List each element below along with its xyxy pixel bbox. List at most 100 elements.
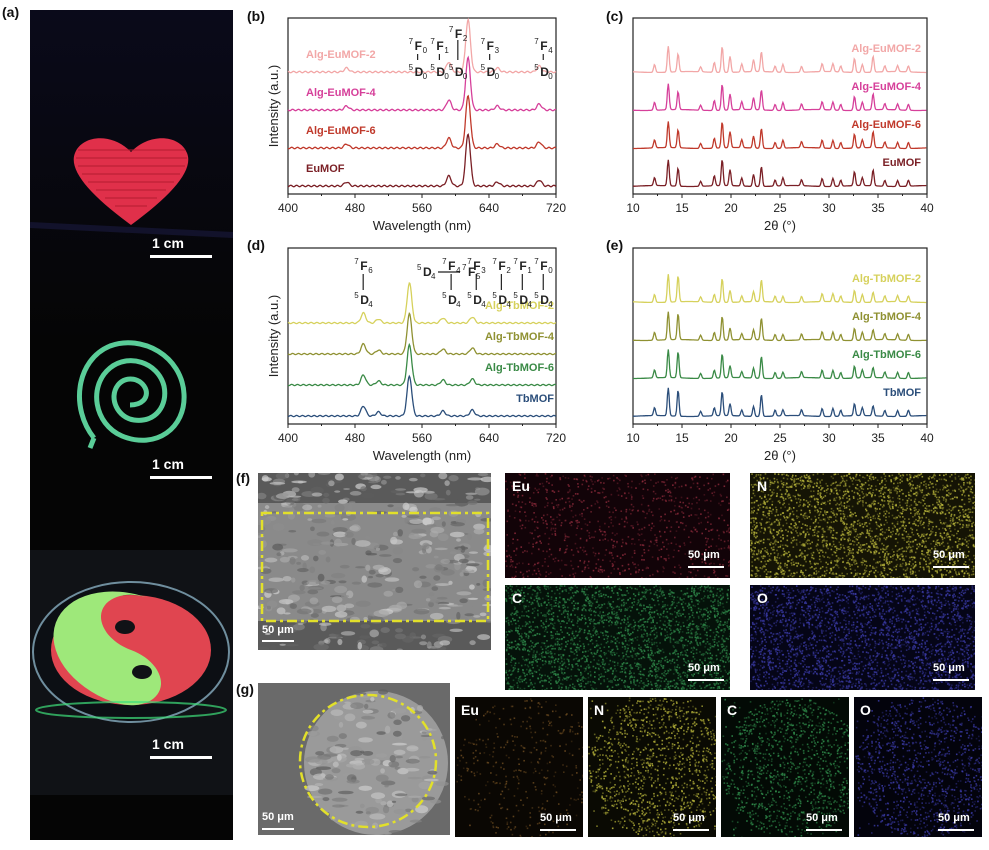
panel-label-g: (g) bbox=[236, 681, 254, 697]
x-tick-label: 480 bbox=[345, 431, 365, 445]
map-g-o-label: O bbox=[860, 702, 871, 718]
svg-text:D: D bbox=[540, 65, 549, 79]
svg-text:D: D bbox=[519, 293, 528, 307]
svg-text:7: 7 bbox=[467, 257, 472, 266]
map-g-c-scale: 50 μm bbox=[806, 812, 838, 824]
sem-g-scale-label: 50 μm bbox=[262, 811, 294, 823]
map-f-o-label: O bbox=[757, 590, 768, 606]
svg-text:5: 5 bbox=[354, 291, 359, 300]
svg-text:2: 2 bbox=[463, 34, 468, 43]
chart-c: 10 15 20 25 30 35 40 2θ (°) Alg-EuMOF-2 Alg-EuMOF… bbox=[626, 17, 934, 233]
transition-label: 7 F 35 D 0 bbox=[481, 37, 500, 81]
svg-text:F: F bbox=[473, 259, 480, 273]
sem-image-f bbox=[258, 473, 491, 650]
series-line bbox=[633, 46, 927, 74]
x-tick-label: 560 bbox=[412, 201, 432, 215]
transition-label: 7 F 6 5 D 4 bbox=[354, 257, 373, 309]
series-line bbox=[632, 387, 927, 418]
y-axis-label: Intensity (a.u.) bbox=[266, 295, 281, 377]
series-label: Alg-TbMOF-2 bbox=[852, 273, 921, 285]
series-label: EuMOF bbox=[883, 157, 922, 169]
x-tick-label: 400 bbox=[278, 201, 298, 215]
series-line bbox=[633, 274, 927, 304]
map-f-c-scale: 50 μm bbox=[688, 662, 720, 674]
sem-f-scale-label: 50 μm bbox=[262, 624, 294, 636]
x-tick-label: 10 bbox=[626, 201, 640, 215]
eds-map-f-n bbox=[750, 473, 975, 578]
series-line bbox=[632, 159, 927, 188]
svg-text:5: 5 bbox=[476, 272, 481, 281]
map-g-n-scalebar bbox=[673, 829, 709, 831]
series-line bbox=[633, 349, 927, 380]
x-tick-label: 30 bbox=[822, 201, 836, 215]
svg-text:5: 5 bbox=[430, 63, 435, 72]
eds-dots bbox=[721, 698, 849, 837]
series-label: Alg-EuMOF-2 bbox=[306, 49, 376, 61]
svg-text:5: 5 bbox=[481, 63, 486, 72]
series-label: Alg-EuMOF-6 bbox=[851, 119, 921, 131]
series-label: TbMOF bbox=[883, 387, 921, 399]
sem-g-scale-bar bbox=[262, 828, 294, 830]
photo-panel-a bbox=[29, 10, 234, 840]
svg-text:F: F bbox=[540, 259, 547, 273]
svg-text:3: 3 bbox=[495, 46, 500, 55]
svg-text:D: D bbox=[436, 65, 445, 79]
x-axis-label: 2θ (°) bbox=[764, 448, 796, 463]
svg-text:7: 7 bbox=[462, 263, 467, 272]
heart-icon bbox=[73, 138, 189, 225]
panel-label-d: (d) bbox=[247, 237, 265, 253]
map-f-c-label: C bbox=[512, 590, 523, 606]
series-line bbox=[287, 133, 557, 188]
transition-label: 7 F 0 5 D 4 bbox=[534, 257, 553, 309]
x-tick-label: 10 bbox=[626, 431, 640, 445]
map-f-n-scalebar bbox=[933, 566, 969, 568]
map-g-c-scalebar bbox=[806, 829, 842, 831]
svg-text:2: 2 bbox=[506, 266, 511, 275]
x-tick-label: 25 bbox=[773, 201, 787, 215]
svg-text:D: D bbox=[498, 293, 507, 307]
series-line bbox=[287, 312, 557, 356]
svg-text:F: F bbox=[519, 259, 526, 273]
svg-text:5: 5 bbox=[442, 291, 447, 300]
x-tick-label: 15 bbox=[675, 431, 689, 445]
series-label: EuMOF bbox=[306, 163, 345, 175]
x-axis-label: Wavelength (nm) bbox=[373, 218, 472, 233]
scale-label-yinyang: 1 cm bbox=[152, 736, 184, 752]
svg-text:7: 7 bbox=[409, 37, 414, 46]
map-f-eu-scale: 50 μm bbox=[688, 549, 720, 561]
chart-e: 10 15 20 25 30 35 40 2θ (°) Alg-TbMOF-2 Alg-TbMOF… bbox=[626, 247, 934, 463]
x-tick-label: 30 bbox=[822, 431, 836, 445]
svg-text:5: 5 bbox=[449, 63, 454, 72]
sem-image-g bbox=[258, 683, 450, 835]
svg-text:5: 5 bbox=[513, 291, 518, 300]
eds-dots bbox=[456, 698, 583, 837]
x-axis-label: Wavelength (nm) bbox=[373, 448, 472, 463]
svg-text:D: D bbox=[455, 65, 464, 79]
transition-label: 7 F 1 5 D 4 bbox=[513, 257, 532, 309]
series-label: TbMOF bbox=[516, 393, 554, 405]
svg-text:4: 4 bbox=[548, 46, 553, 55]
eds-dots bbox=[750, 473, 975, 578]
svg-text:F: F bbox=[468, 265, 475, 279]
svg-text:D: D bbox=[487, 65, 496, 79]
map-f-eu-label: Eu bbox=[512, 478, 530, 494]
series-line bbox=[287, 55, 557, 112]
svg-text:F: F bbox=[436, 39, 443, 53]
svg-text:5: 5 bbox=[417, 263, 422, 272]
svg-text:3: 3 bbox=[481, 266, 486, 275]
svg-text:D: D bbox=[415, 65, 424, 79]
svg-text:D: D bbox=[540, 293, 549, 307]
scale-bar-yinyang bbox=[150, 756, 212, 759]
map-f-n-scale: 50 μm bbox=[933, 549, 965, 561]
x-tick-label: 35 bbox=[871, 201, 885, 215]
panel-label-f: (f) bbox=[236, 470, 250, 486]
transition-label: 7 F 45 D 4 bbox=[442, 257, 461, 309]
series-line bbox=[287, 17, 557, 74]
svg-text:7: 7 bbox=[534, 37, 539, 46]
eds-dots bbox=[505, 585, 730, 690]
svg-text:D: D bbox=[473, 293, 482, 307]
map-g-c-label: C bbox=[727, 702, 738, 718]
svg-text:1: 1 bbox=[527, 266, 532, 275]
svg-text:5: 5 bbox=[492, 291, 497, 300]
svg-text:4: 4 bbox=[481, 300, 486, 309]
